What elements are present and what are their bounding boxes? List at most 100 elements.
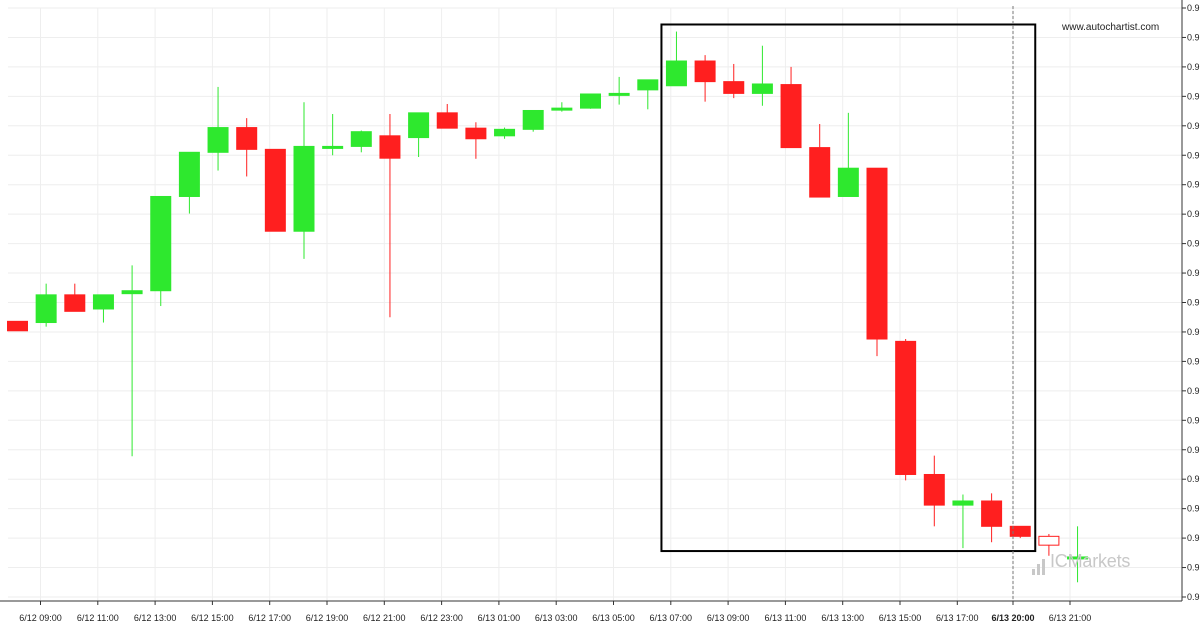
x-tick-label: 6/12 19:00	[306, 613, 349, 623]
candle	[436, 104, 458, 129]
y-tick-label: 0.9594	[1187, 563, 1200, 573]
candle	[923, 455, 945, 527]
candle	[981, 493, 1003, 543]
candle-body	[981, 500, 1003, 527]
x-tick-label: 6/12 13:00	[134, 613, 177, 623]
candle-body	[92, 294, 114, 310]
candle	[751, 45, 773, 106]
y-tick-label: 0.9649	[1187, 239, 1200, 249]
candle-body	[837, 167, 859, 197]
candle	[178, 151, 200, 214]
x-tick-label: 6/12 17:00	[248, 613, 291, 623]
candle	[1067, 526, 1089, 583]
candle	[92, 294, 114, 323]
candle-body	[580, 93, 601, 109]
candle	[121, 265, 143, 457]
y-tick-label: 0.9624	[1187, 386, 1200, 396]
watermark-site: www.autochartist.com	[1062, 22, 1160, 33]
candle-body	[637, 79, 659, 91]
candle	[322, 114, 344, 156]
candle	[350, 130, 372, 153]
y-tick-label: 0.9689	[1187, 3, 1200, 13]
x-tick-label: 6/13 09:00	[707, 613, 750, 623]
candle-body	[150, 195, 172, 292]
candle	[723, 63, 745, 99]
candle-body	[780, 84, 802, 149]
candle	[150, 195, 172, 307]
x-tick-label: 6/13 13:00	[821, 613, 864, 623]
candle-body	[751, 83, 773, 94]
candle	[264, 148, 286, 232]
candle-body	[694, 60, 716, 83]
candle-body	[350, 131, 372, 147]
candle	[780, 66, 802, 149]
y-tick-label: 0.9639	[1187, 298, 1200, 308]
candle-body	[64, 294, 86, 312]
x-tick-label: 6/13 01:00	[478, 613, 521, 623]
candle-body	[7, 320, 28, 332]
x-tick-label: 6/13 07:00	[650, 613, 693, 623]
candle	[293, 102, 315, 259]
y-tick-label: 0.9644	[1187, 268, 1200, 278]
x-tick-label: 6/13 03:00	[535, 613, 578, 623]
candle-body	[207, 127, 229, 153]
candle	[1009, 525, 1031, 539]
x-axis: 6/12 09:00 6/12 11:00 6/12 13:00 6/12 15:00…	[0, 600, 1182, 623]
pattern-box	[660, 23, 1037, 553]
candle-body	[809, 147, 831, 198]
y-tick-label: 0.9604	[1187, 504, 1200, 514]
x-tick-label: 6/13 15:00	[879, 613, 922, 623]
x-tick-label: 6/13 11:00	[764, 613, 806, 623]
candle	[952, 494, 974, 549]
candle	[207, 86, 229, 171]
candle-body	[1038, 535, 1060, 546]
candle-body	[293, 145, 315, 232]
y-tick-label: 0.9599	[1187, 533, 1200, 543]
candle	[809, 124, 831, 198]
candle-body	[121, 290, 143, 295]
candle	[379, 114, 401, 318]
x-tick-label: 6/13 17:00	[936, 613, 979, 623]
pattern-overlay	[660, 6, 1037, 601]
candle-body	[866, 167, 888, 340]
candle	[608, 76, 630, 105]
y-tick-label: 0.9679	[1187, 62, 1200, 72]
y-tick-label: 0.9629	[1187, 356, 1200, 366]
candle-body	[923, 473, 945, 506]
candle-body	[35, 294, 57, 324]
y-tick-label: 0.9589	[1187, 592, 1200, 602]
candle-body	[264, 148, 286, 232]
watermark-logo: ICMarkets	[1032, 549, 1152, 579]
y-tick-label: 0.9614	[1187, 445, 1200, 455]
candle	[64, 283, 86, 312]
y-tick-label: 0.9654	[1187, 209, 1200, 219]
y-axis: 0.9589 0.9594 0.9599 0.9604 0.9609 0.9614 0.96…	[1181, 0, 1200, 602]
candle-body	[551, 107, 573, 111]
candle-body	[665, 60, 687, 87]
candle-body	[952, 500, 974, 506]
candle	[637, 79, 659, 110]
x-tick-label: 6/13 05:00	[592, 613, 635, 623]
candle-body	[522, 109, 544, 130]
candle-body	[379, 135, 401, 159]
candle-body	[408, 112, 430, 139]
y-tick-label: 0.9659	[1187, 180, 1200, 190]
candle	[465, 122, 487, 159]
candle	[551, 102, 573, 112]
candle	[580, 93, 601, 109]
candle	[408, 112, 430, 158]
candle-body	[723, 81, 745, 94]
candle	[35, 283, 57, 327]
candle	[895, 339, 917, 481]
candle	[522, 109, 544, 132]
candle	[494, 127, 516, 139]
y-tick-label: 0.9669	[1187, 121, 1200, 131]
candle-body	[436, 112, 458, 129]
x-tick-label: 6/12 11:00	[77, 613, 119, 623]
candle-body	[178, 151, 200, 197]
candle	[236, 118, 258, 177]
y-tick-label: 0.9619	[1187, 415, 1200, 425]
candle	[1038, 533, 1060, 556]
candle	[7, 320, 28, 332]
